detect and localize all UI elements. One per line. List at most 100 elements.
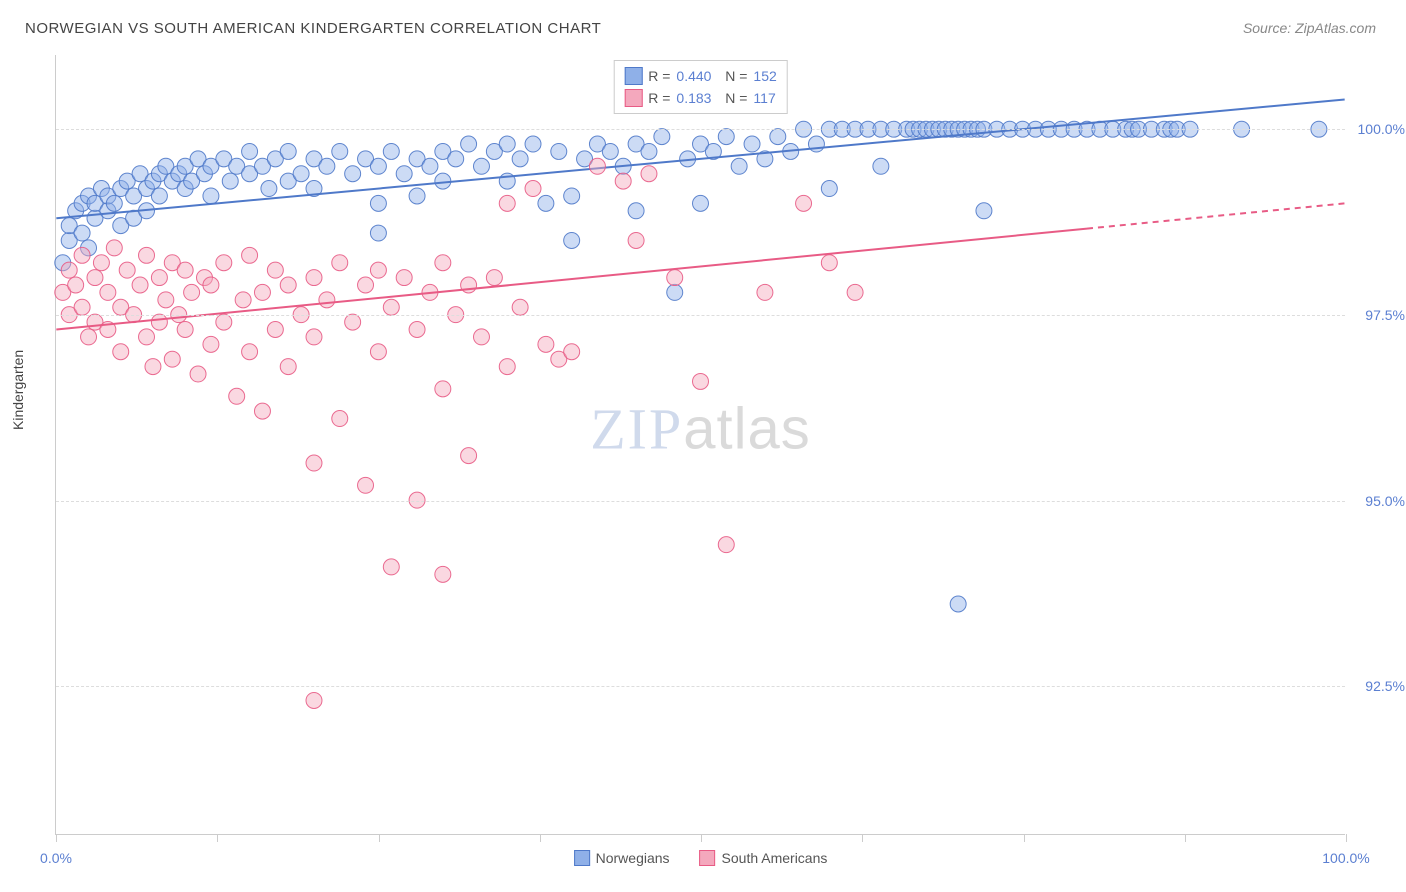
- data-point: [177, 322, 193, 338]
- data-point: [525, 136, 541, 152]
- data-point: [461, 448, 477, 464]
- data-point: [203, 277, 219, 293]
- data-point: [332, 255, 348, 271]
- y-tick-label: 100.0%: [1355, 121, 1405, 137]
- legend-swatch: [700, 850, 716, 866]
- data-point: [731, 158, 747, 174]
- data-point: [744, 136, 760, 152]
- data-point: [370, 262, 386, 278]
- data-point: [267, 322, 283, 338]
- data-point: [113, 344, 129, 360]
- data-point: [203, 336, 219, 352]
- data-point: [525, 181, 541, 197]
- stats-box: R = 0.440 N = 152 R = 0.183 N = 117: [613, 60, 788, 114]
- x-tick: [862, 834, 863, 842]
- data-point: [821, 255, 837, 271]
- data-point: [473, 158, 489, 174]
- data-point: [242, 143, 258, 159]
- legend-label: Norwegians: [596, 850, 670, 866]
- data-point: [280, 143, 296, 159]
- y-tick-label: 92.5%: [1355, 678, 1405, 694]
- data-point: [93, 255, 109, 271]
- stats-r-value: 0.440: [676, 68, 711, 84]
- legend-swatch: [574, 850, 590, 866]
- gridline: [56, 315, 1345, 316]
- data-point: [589, 158, 605, 174]
- x-tick: [1346, 834, 1347, 842]
- data-point: [319, 158, 335, 174]
- data-point: [551, 143, 567, 159]
- data-point: [370, 195, 386, 211]
- y-tick-label: 97.5%: [1355, 307, 1405, 323]
- data-point: [796, 195, 812, 211]
- data-point: [641, 143, 657, 159]
- data-point: [396, 270, 412, 286]
- data-point: [693, 373, 709, 389]
- data-point: [216, 255, 232, 271]
- data-point: [873, 158, 889, 174]
- y-axis-label: Kindergarten: [10, 350, 26, 430]
- data-point: [435, 381, 451, 397]
- stats-r-label: R =: [648, 90, 670, 106]
- data-point: [628, 232, 644, 248]
- data-point: [370, 158, 386, 174]
- x-tick: [540, 834, 541, 842]
- data-point: [409, 188, 425, 204]
- data-point: [693, 195, 709, 211]
- data-point: [190, 366, 206, 382]
- gridline: [56, 686, 1345, 687]
- data-point: [332, 411, 348, 427]
- data-point: [345, 314, 361, 330]
- x-tick: [1185, 834, 1186, 842]
- gridline: [56, 129, 1345, 130]
- data-point: [345, 166, 361, 182]
- legend-label: South Americans: [722, 850, 828, 866]
- data-point: [151, 314, 167, 330]
- stats-n-label: N =: [717, 90, 747, 106]
- data-point: [370, 225, 386, 241]
- x-tick: [701, 834, 702, 842]
- data-point: [242, 247, 258, 263]
- data-point: [184, 284, 200, 300]
- data-point: [306, 455, 322, 471]
- data-point: [370, 344, 386, 360]
- data-point: [667, 270, 683, 286]
- data-point: [158, 292, 174, 308]
- data-point: [254, 403, 270, 419]
- legend-item: South Americans: [700, 850, 828, 866]
- x-tick: [217, 834, 218, 842]
- data-point: [667, 284, 683, 300]
- data-point: [261, 181, 277, 197]
- data-point: [499, 359, 515, 375]
- data-point: [235, 292, 251, 308]
- data-point: [332, 143, 348, 159]
- x-tick: [1024, 834, 1025, 842]
- data-point: [106, 240, 122, 256]
- gridline: [56, 501, 1345, 502]
- data-point: [74, 247, 90, 263]
- data-point: [602, 143, 618, 159]
- stats-swatch: [624, 89, 642, 107]
- data-point: [396, 166, 412, 182]
- data-point: [222, 173, 238, 189]
- data-point: [383, 559, 399, 575]
- stats-n-value: 117: [753, 90, 775, 106]
- data-point: [74, 225, 90, 241]
- data-point: [306, 270, 322, 286]
- data-point: [641, 166, 657, 182]
- data-point: [718, 129, 734, 145]
- stats-row: R = 0.183 N = 117: [622, 87, 779, 109]
- data-point: [564, 188, 580, 204]
- data-point: [538, 336, 554, 352]
- data-point: [628, 203, 644, 219]
- chart-title: NORWEGIAN VS SOUTH AMERICAN KINDERGARTEN…: [25, 20, 601, 37]
- data-point: [119, 262, 135, 278]
- data-point: [132, 277, 148, 293]
- data-point: [383, 143, 399, 159]
- data-point: [319, 292, 335, 308]
- data-point: [770, 129, 786, 145]
- x-tick-label: 0.0%: [40, 850, 72, 866]
- data-point: [254, 284, 270, 300]
- data-point: [139, 329, 155, 345]
- data-point: [87, 270, 103, 286]
